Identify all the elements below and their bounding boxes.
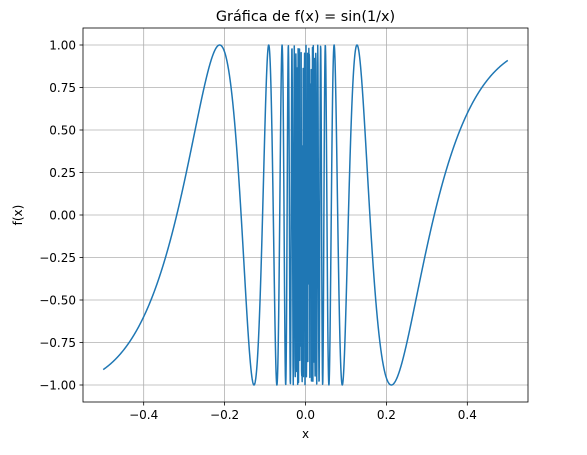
y-tick-label: 0.50 <box>49 123 76 137</box>
plot-area <box>102 44 509 386</box>
series-line-sin-1-over-x <box>102 44 509 386</box>
y-tick-label: −1.00 <box>39 378 76 392</box>
y-tick-label: 0.00 <box>49 208 76 222</box>
y-tick-label: −0.50 <box>39 293 76 307</box>
x-tick-label: −0.4 <box>129 408 158 422</box>
y-axis-label: f(x) <box>11 205 25 226</box>
y-tick-label: −0.75 <box>39 336 76 350</box>
x-axis-ticks: −0.4 −0.2 0.0 0.2 0.4 <box>129 402 477 422</box>
y-tick-label: 0.75 <box>49 81 76 95</box>
x-tick-label: 0.4 <box>458 408 477 422</box>
y-tick-label: 1.00 <box>49 38 76 52</box>
x-tick-label: 0.2 <box>377 408 396 422</box>
y-tick-label: 0.25 <box>49 166 76 180</box>
y-axis-ticks: −1.00 −0.75 −0.50 −0.25 0.00 0.25 0.50 0.75 1.00 <box>39 38 83 392</box>
x-tick-label: −0.2 <box>210 408 239 422</box>
x-tick-label: 0.0 <box>296 408 315 422</box>
y-tick-label: −0.25 <box>39 251 76 265</box>
chart-title: Gráfica de f(x) = sin(1/x) <box>216 9 395 25</box>
x-axis-label: x <box>302 427 309 441</box>
